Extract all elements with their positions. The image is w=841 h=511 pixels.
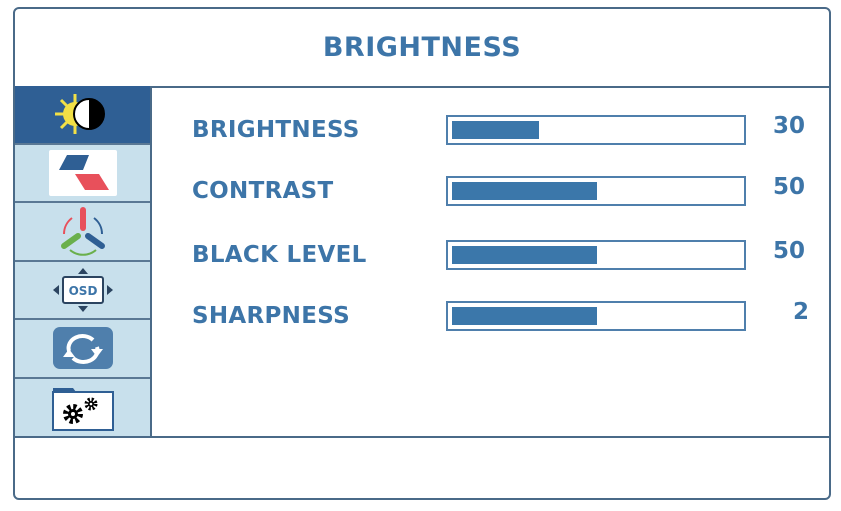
setting-row-contrast: CONTRAST 50 bbox=[152, 174, 829, 206]
sharpness-slider[interactable] bbox=[446, 301, 746, 331]
brightness-contrast-icon bbox=[54, 94, 105, 135]
reset-icon bbox=[52, 327, 113, 370]
sidebar-item-system[interactable] bbox=[15, 379, 150, 438]
setting-value: 50 bbox=[772, 174, 805, 200]
setting-label: CONTRAST bbox=[192, 178, 334, 204]
setting-row-sharpness: SHARPNESS 2 bbox=[152, 299, 829, 331]
setting-label: SHARPNESS bbox=[192, 303, 350, 329]
setting-value: 50 bbox=[772, 238, 805, 264]
svg-text:OSD: OSD bbox=[68, 284, 97, 298]
black-level-slider[interactable] bbox=[446, 240, 746, 270]
system-settings-icon bbox=[51, 387, 114, 431]
sidebar-item-osd[interactable]: OSD bbox=[15, 262, 150, 320]
page-title: BRIGHTNESS bbox=[15, 9, 829, 88]
setting-value: 30 bbox=[772, 113, 805, 139]
setting-label: BLACK LEVEL bbox=[192, 242, 367, 268]
setting-row-brightness: BRIGHTNESS 30 bbox=[152, 113, 829, 145]
footer-bar bbox=[15, 436, 829, 498]
slider-fill bbox=[452, 246, 597, 264]
setting-row-black-level: BLACK LEVEL 50 bbox=[152, 238, 829, 270]
sidebar: OSD bbox=[15, 86, 152, 438]
contrast-slider[interactable] bbox=[446, 176, 746, 206]
color-icon bbox=[60, 207, 105, 257]
sidebar-item-brightness[interactable] bbox=[15, 86, 150, 145]
settings-panel: BRIGHTNESS 30 CONTRAST 50 BLACK LEVEL 50… bbox=[152, 86, 829, 438]
slider-fill bbox=[452, 182, 597, 200]
brightness-slider[interactable] bbox=[446, 115, 746, 145]
slider-fill bbox=[452, 121, 539, 139]
sidebar-item-picture[interactable] bbox=[15, 145, 150, 203]
sidebar-item-color[interactable] bbox=[15, 203, 150, 262]
sidebar-item-reset[interactable] bbox=[15, 320, 150, 379]
slider-fill bbox=[452, 307, 597, 325]
picture-mode-icon bbox=[48, 149, 117, 196]
osd-settings-icon: OSD bbox=[52, 267, 113, 312]
setting-label: BRIGHTNESS bbox=[192, 117, 360, 143]
osd-window: BRIGHTNESS OSD bbox=[13, 7, 831, 500]
setting-value: 2 bbox=[792, 299, 809, 325]
